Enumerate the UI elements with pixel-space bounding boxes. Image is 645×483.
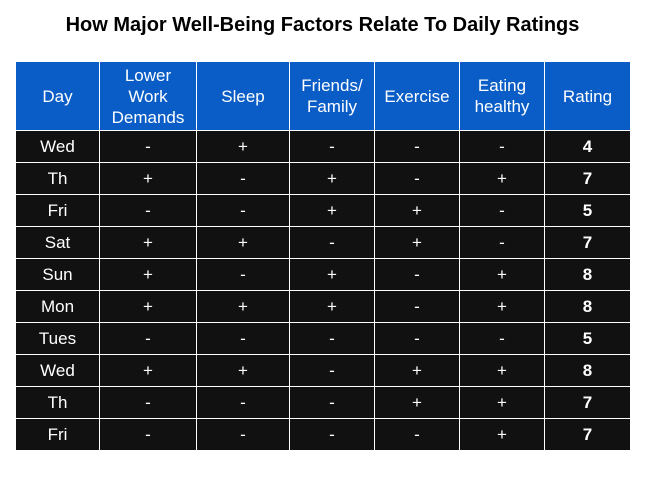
wellbeing-table: Day Lower Work Demands Sleep Friends/ Fa… [15,61,631,451]
header-exercise: Exercise [374,61,460,131]
lower-work-demands-cell: + [99,162,197,195]
eating-healthy-cell: - [459,226,545,259]
header-lower-work-demands: Lower Work Demands [99,61,197,131]
day-cell: Mon [15,290,100,323]
sleep-cell: - [196,386,290,419]
sleep-cell: - [196,322,290,355]
day-cell: Fri [15,418,100,451]
table-row: Sat + + - + -7 [15,226,631,259]
lower-work-demands-cell: - [99,130,197,163]
rating-cell: 7 [544,386,631,419]
chart-title: How Major Well-Being Factors Relate To D… [65,14,580,36]
exercise-cell: - [374,130,460,163]
exercise-cell: + [374,226,460,259]
header-day: Day [15,61,100,131]
friends-family-cell: - [289,386,375,419]
eating-healthy-cell: + [459,162,545,195]
friends-family-cell: - [289,418,375,451]
sleep-cell: + [196,290,290,323]
eating-healthy-cell: + [459,418,545,451]
day-cell: Th [15,162,100,195]
lower-work-demands-cell: - [99,418,197,451]
rating-cell: 5 [544,194,631,227]
day-cell: Wed [15,354,100,387]
rating-cell: 5 [544,322,631,355]
table-row: Fri - - - - +7 [15,418,631,451]
table-row: Sun + - + - +8 [15,258,631,291]
table-row: Wed - + - - -4 [15,130,631,163]
day-cell: Th [15,386,100,419]
eating-healthy-cell: + [459,258,545,291]
header-sleep: Sleep [196,61,290,131]
lower-work-demands-cell: + [99,226,197,259]
eating-healthy-cell: - [459,322,545,355]
day-cell: Sun [15,258,100,291]
eating-healthy-cell: - [459,130,545,163]
sleep-cell: - [196,194,290,227]
rating-cell: 8 [544,354,631,387]
eating-healthy-cell: + [459,386,545,419]
table-row: Fri - - + + -5 [15,194,631,227]
table-body: Wed - + - - -4 Th + - + - +7 Fri - - + + -5 Sat + + - + -7 Sun + -… [15,130,631,451]
rating-cell: 8 [544,258,631,291]
friends-family-cell: - [289,354,375,387]
table-row: Wed + + - + +8 [15,354,631,387]
day-cell: Tues [15,322,100,355]
friends-family-cell: - [289,130,375,163]
sleep-cell: - [196,162,290,195]
exercise-cell: - [374,162,460,195]
exercise-cell: - [374,290,460,323]
lower-work-demands-cell: + [99,354,197,387]
header-eating-healthy: Eating healthy [459,61,545,131]
sleep-cell: + [196,354,290,387]
lower-work-demands-cell: - [99,322,197,355]
lower-work-demands-cell: - [99,194,197,227]
day-cell: Fri [15,194,100,227]
friends-family-cell: + [289,194,375,227]
lower-work-demands-cell: - [99,386,197,419]
table-row: Tues - - - - -5 [15,322,631,355]
day-cell: Wed [15,130,100,163]
friends-family-cell: - [289,322,375,355]
friends-family-cell: + [289,258,375,291]
rating-cell: 7 [544,162,631,195]
header-row: Day Lower Work Demands Sleep Friends/ Fa… [15,61,631,131]
exercise-cell: + [374,194,460,227]
eating-healthy-cell: - [459,194,545,227]
exercise-cell: - [374,258,460,291]
header-friends-family: Friends/ Family [289,61,375,131]
day-cell: Sat [15,226,100,259]
sleep-cell: + [196,130,290,163]
friends-family-cell: + [289,162,375,195]
lower-work-demands-cell: + [99,290,197,323]
exercise-cell: - [374,418,460,451]
table-row: Mon + + + - +8 [15,290,631,323]
exercise-cell: - [374,322,460,355]
table-row: Th - - - + +7 [15,386,631,419]
eating-healthy-cell: + [459,354,545,387]
header-rating: Rating [544,61,631,131]
friends-family-cell: + [289,290,375,323]
eating-healthy-cell: + [459,290,545,323]
friends-family-cell: - [289,226,375,259]
rating-cell: 7 [544,226,631,259]
table-row: Th + - + - +7 [15,162,631,195]
exercise-cell: + [374,354,460,387]
rating-cell: 4 [544,130,631,163]
sleep-cell: - [196,258,290,291]
lower-work-demands-cell: + [99,258,197,291]
exercise-cell: + [374,386,460,419]
sleep-cell: + [196,226,290,259]
rating-cell: 8 [544,290,631,323]
rating-cell: 7 [544,418,631,451]
sleep-cell: - [196,418,290,451]
